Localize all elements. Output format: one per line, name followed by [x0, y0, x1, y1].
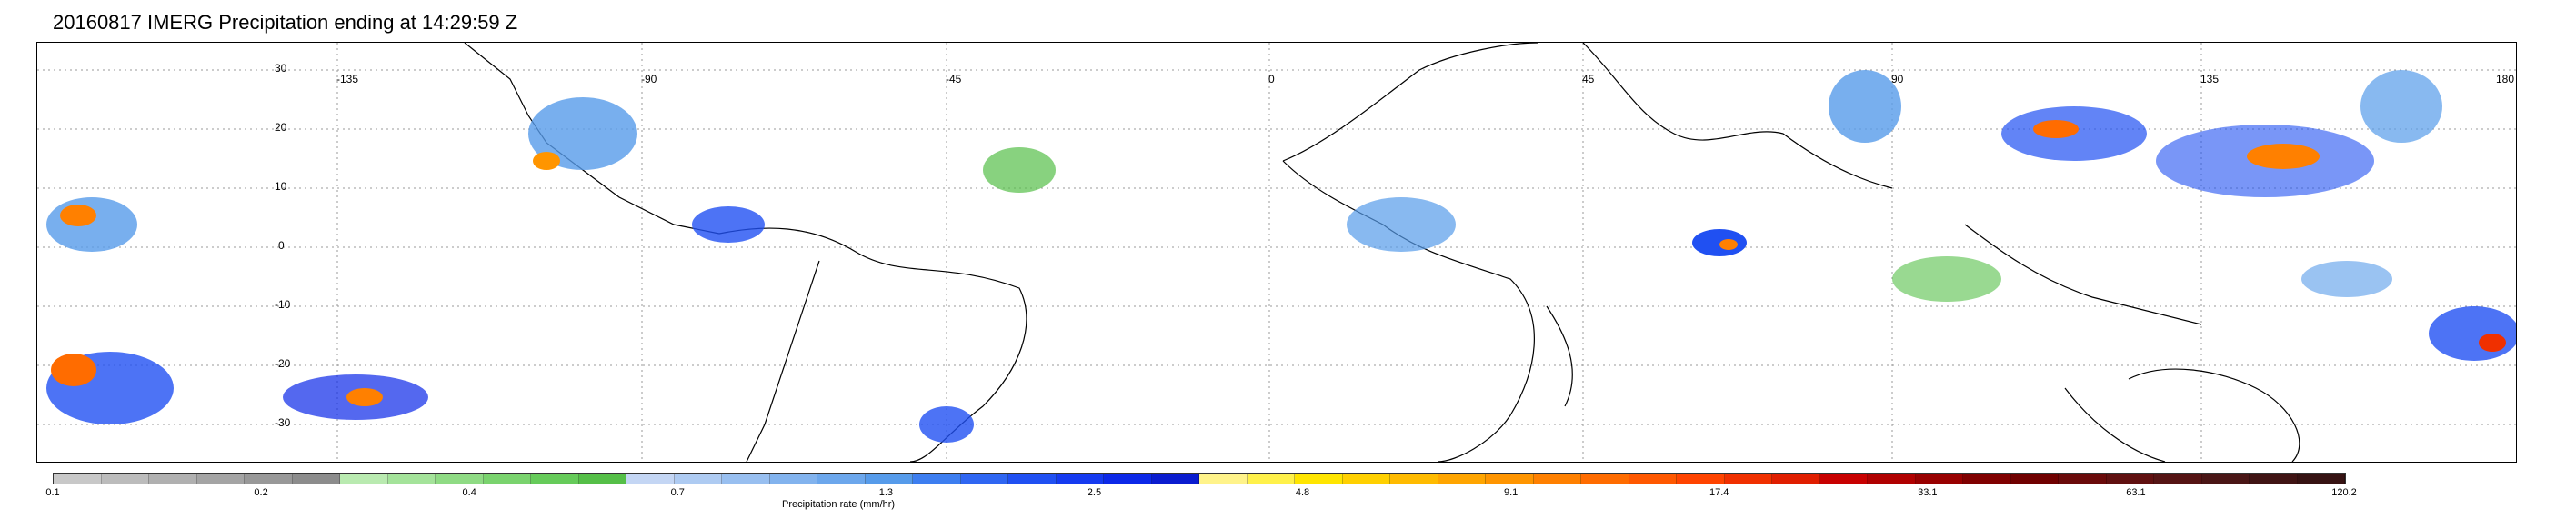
colorbar-segment	[578, 474, 626, 484]
graticule	[37, 43, 2516, 462]
colorbar-segment	[2201, 474, 2250, 484]
colorbar-segment	[1819, 474, 1868, 484]
map-canvas	[37, 43, 2516, 462]
colorbar-segment	[1056, 474, 1104, 484]
colorbar-tick-label: 9.1	[1503, 487, 1519, 498]
colorbar-segment	[387, 474, 436, 484]
colorbar-segment	[674, 474, 722, 484]
colorbar-tick-label: 33.1	[1918, 487, 1938, 498]
colorbar-tick-label: 63.1	[2126, 487, 2146, 498]
lon-label: 45	[1582, 73, 1595, 85]
colorbar-segment	[436, 474, 484, 484]
lon-label: 90	[1891, 73, 1904, 85]
colorbar-segment	[531, 474, 579, 484]
lon-label: -90	[641, 73, 657, 85]
lon-label: -45	[946, 73, 962, 85]
colorbar-segment	[1629, 474, 1677, 484]
colorbar-segment	[2154, 474, 2202, 484]
colorbar-segment	[340, 474, 388, 484]
colorbar-segment	[1247, 474, 1295, 484]
colorbar	[53, 473, 2346, 484]
colorbar-tick-label: 0.7	[670, 487, 685, 498]
colorbar-segment	[1533, 474, 1581, 484]
colorbar-segment	[1486, 474, 1534, 484]
colorbar-segment	[1151, 474, 1199, 484]
colorbar-segment	[722, 474, 770, 484]
lon-label: 135	[2200, 73, 2220, 85]
colorbar-segment	[1008, 474, 1057, 484]
colorbar-segment	[1390, 474, 1438, 484]
colorbar-segment	[1915, 474, 1963, 484]
lon-label: 0	[1268, 73, 1275, 85]
colorbar-segment	[2106, 474, 2154, 484]
lat-label: 10	[275, 180, 287, 193]
colorbar-segment	[1724, 474, 1772, 484]
colorbar-segment	[1199, 474, 1248, 484]
colorbar-segment	[2059, 474, 2107, 484]
colorbar-tick-label: 0.4	[462, 487, 476, 498]
lat-label: -10	[275, 298, 291, 311]
colorbar-segment	[149, 474, 197, 484]
lon-label: 180	[2496, 73, 2515, 85]
colorbar-segment	[817, 474, 866, 484]
precipitation-map	[36, 42, 2517, 463]
colorbar-segment	[1295, 474, 1343, 484]
colorbar-tick-label: 120.2	[2331, 487, 2357, 498]
colorbar-segment	[1677, 474, 1725, 484]
coastlines	[464, 43, 2300, 462]
lat-label: -20	[275, 357, 291, 370]
lat-label: 20	[275, 121, 287, 134]
lon-label: -135	[336, 73, 359, 85]
colorbar-segment	[292, 474, 340, 484]
lat-label: 0	[278, 239, 285, 252]
colorbar-segment	[913, 474, 961, 484]
colorbar-tick-label: 0.1	[45, 487, 60, 498]
colorbar-segment	[865, 474, 913, 484]
colorbar-tick-label: 0.2	[254, 487, 268, 498]
colorbar-segment	[1104, 474, 1152, 484]
colorbar-segment	[54, 474, 102, 484]
colorbar-segment	[1772, 474, 1820, 484]
colorbar-segment	[960, 474, 1008, 484]
lat-label: 30	[275, 62, 287, 75]
precipitation-clusters	[46, 70, 2516, 443]
colorbar-tick-label: 2.5	[1087, 487, 1102, 498]
colorbar-segment	[626, 474, 675, 484]
colorbar-segment	[1868, 474, 1916, 484]
colorbar-segment	[2250, 474, 2298, 484]
colorbar-segment	[245, 474, 293, 484]
colorbar-tick-label: 1.3	[878, 487, 894, 498]
colorbar-segment	[483, 474, 531, 484]
colorbar-title: Precipitation rate (mm/hr)	[782, 499, 896, 510]
colorbar-segment	[2010, 474, 2059, 484]
colorbar-segment	[1342, 474, 1390, 484]
colorbar-segment	[2297, 474, 2345, 484]
colorbar-segment	[1963, 474, 2011, 484]
map-title: 20160817 IMERG Precipitation ending at 1…	[53, 11, 518, 34]
colorbar-tick-label: 4.8	[1295, 487, 1310, 498]
colorbar-segment	[1581, 474, 1629, 484]
colorbar-segment	[769, 474, 817, 484]
colorbar-segment	[196, 474, 245, 484]
colorbar-segment	[101, 474, 149, 484]
lat-label: -30	[275, 416, 291, 429]
colorbar-segment	[1438, 474, 1486, 484]
colorbar-tick-label: 17.4	[1709, 487, 1729, 498]
